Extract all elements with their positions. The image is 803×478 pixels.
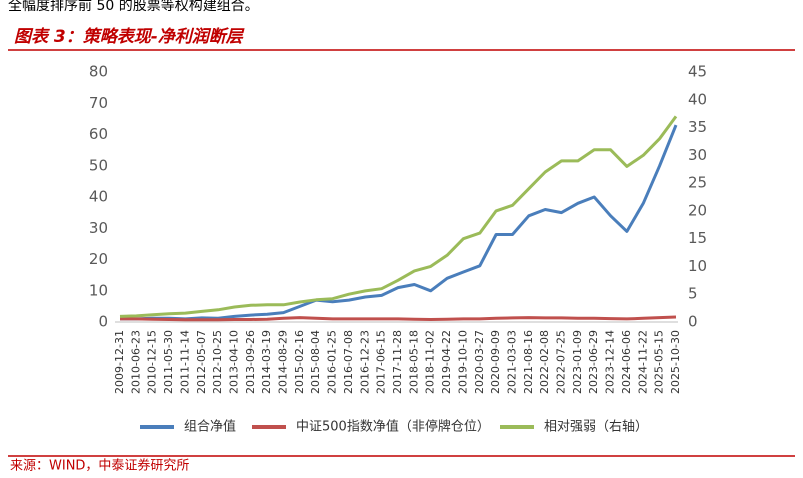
x-tick-label: 2023-06-29 [587, 330, 600, 394]
x-tick-label: 2015-02-16 [293, 330, 306, 394]
x-tick-label: 2012-10-25 [211, 330, 224, 394]
source: 来源：WIND，中泰证券研究所 [10, 458, 189, 474]
x-tick-label: 2017-06-15 [375, 330, 388, 394]
series-line [120, 315, 677, 322]
x-tick-label: 2011-05-30 [162, 330, 175, 394]
x-tick-label: 2015-08-04 [309, 330, 322, 394]
y-tick-label: 60 [89, 125, 108, 143]
y2-tick-label: 10 [688, 257, 707, 275]
y2-tick-label: 40 [688, 90, 707, 108]
y-tick-label: 20 [89, 250, 108, 268]
x-tick-label: 2022-02-08 [538, 330, 551, 394]
y2-tick-label: 0 [688, 313, 698, 331]
x-tick-label: 2013-09-26 [244, 330, 257, 394]
y2-tick-label: 20 [688, 201, 707, 219]
series-line [120, 124, 678, 321]
x-tick-label: 2018-05-18 [407, 330, 420, 394]
y-tick-label: 50 [89, 156, 108, 174]
x-tick-label: 2024-11-22 [636, 330, 649, 394]
x-tick-label: 2016-07-08 [342, 330, 355, 394]
x-tick-label: 2017-11-28 [391, 330, 404, 394]
y2-tick-label: 5 [688, 285, 698, 303]
y-tick-label: 30 [89, 219, 108, 237]
x-tick-label: 2019-10-10 [456, 330, 469, 394]
x-tick-label: 2016-12-23 [358, 330, 371, 394]
y2-tick-label: 45 [688, 63, 707, 81]
x-tick-label: 2011-11-14 [178, 330, 191, 394]
x-tick-label: 2023-01-09 [571, 330, 584, 394]
y-tick-label: 10 [89, 281, 108, 299]
x-tick-label: 2022-07-25 [555, 330, 568, 394]
x-tick-label: 2020-09-09 [489, 330, 502, 394]
x-tick-label: 2014-08-29 [277, 330, 290, 394]
x-tick-label: 2025-10-30 [669, 330, 682, 394]
x-tick-label: 2024-06-06 [620, 330, 633, 394]
x-tick-label: 2009-12-31 [113, 330, 126, 394]
y2-tick-label: 25 [688, 174, 707, 192]
y-tick-label: 40 [89, 188, 108, 206]
y-tick-label: 80 [89, 63, 108, 81]
header-text: 全幅度排序前 50 的股票等权构建组合。 [8, 0, 259, 14]
x-tick-label: 2010-12-15 [146, 330, 159, 394]
x-tick-label: 2020-03-27 [473, 330, 486, 394]
x-tick-label: 2021-03-03 [505, 330, 518, 394]
y2-tick-label: 30 [688, 146, 707, 164]
x-tick-label: 2012-05-07 [195, 330, 208, 394]
y-tick-label: 70 [89, 94, 108, 112]
x-tick-label: 2023-12-14 [604, 330, 617, 394]
x-tick-label: 2016-01-25 [326, 330, 339, 394]
x-tick-label: 2019-04-22 [440, 330, 453, 394]
x-tick-label: 2013-04-10 [227, 330, 240, 394]
x-tick-label: 2021-08-16 [522, 330, 535, 394]
x-tick-label: 2014-03-19 [260, 330, 273, 394]
x-tick-label: 2010-06-23 [129, 330, 142, 394]
y-tick-label: 0 [98, 313, 108, 331]
legend-label: 中证500指数净值（非停牌仓位） [296, 419, 490, 435]
legend-label: 组合净值 [184, 419, 236, 435]
y2-tick-label: 35 [688, 118, 707, 136]
x-tick-label: 2018-11-02 [424, 330, 437, 394]
chart-title: 图表 3：策略表现-净利润断层 [14, 27, 245, 47]
series-line [119, 115, 678, 318]
y2-tick-label: 15 [688, 229, 707, 247]
x-tick-label: 2025-05-15 [653, 330, 666, 394]
legend-label: 相对强弱（右轴） [544, 420, 648, 435]
